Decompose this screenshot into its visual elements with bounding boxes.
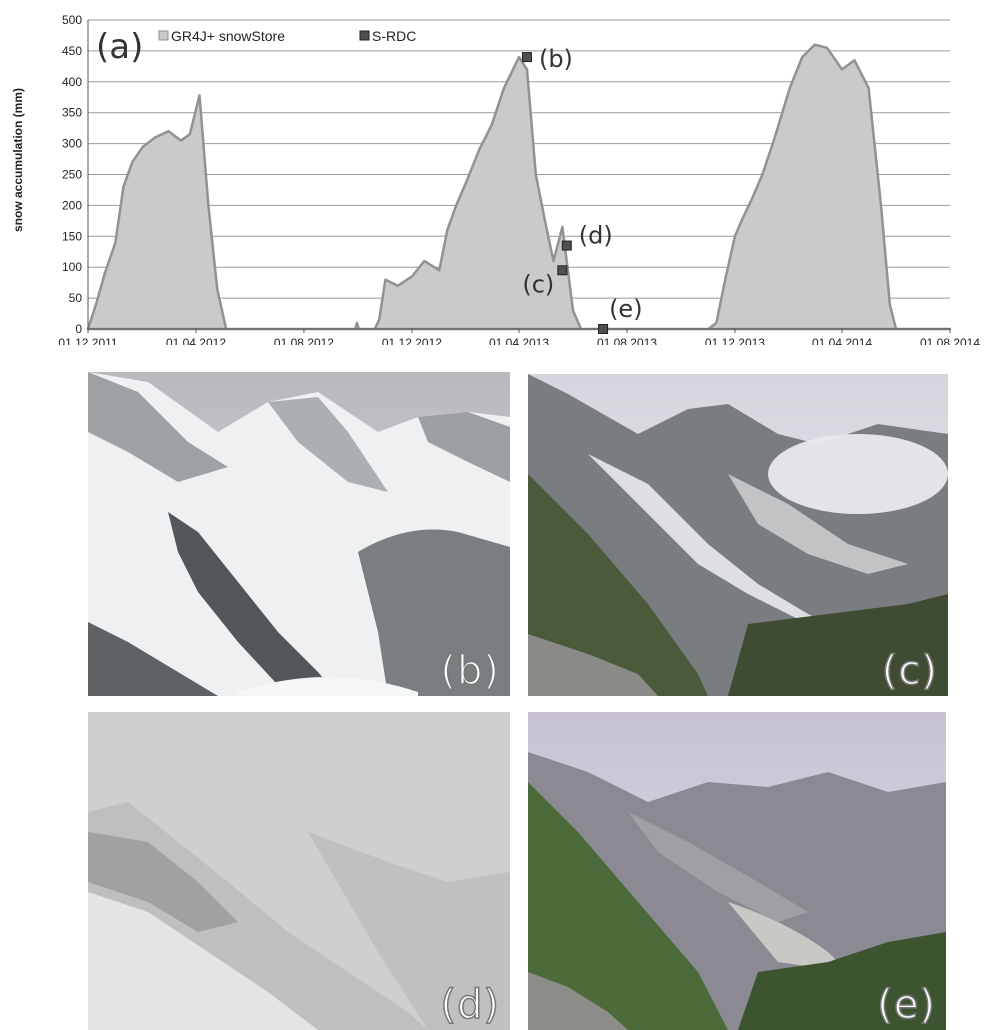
x-tick-label: 01.04.2014 [812,336,872,345]
marker-label: (d) [579,222,613,250]
y-tick-label: 0 [75,322,82,336]
y-tick-label: 450 [62,44,82,58]
srdc-marker [521,52,532,63]
marker-label: (b) [539,45,573,73]
snow-accumulation-chart: 0 50 100 150 200 250 300 350 400 450 500 01.12.2011… [11,13,980,345]
y-tick-label: 400 [62,75,82,89]
legend-swatch-snowstore [158,30,169,41]
x-tick-label: 01.04.2012 [166,336,226,345]
x-tick-label: 01.12.2012 [382,336,442,345]
y-tick-label: 300 [62,137,82,151]
x-tick-label: 01.12.2011 [58,336,117,345]
photo-label: (c) [881,647,938,695]
photo-d-foggy-slope: (d) [88,712,510,1030]
legend-swatch-srdc [359,30,370,41]
x-tick-label: 01.04.2013 [489,336,549,345]
y-axis-label: snow accumulation (mm) [11,88,25,232]
marker-label: (c) [522,270,554,298]
legend-label-snowstore: GR4J+ snowStore [171,28,285,44]
srdc-marker [561,240,572,251]
y-tick-label: 350 [62,106,82,120]
x-tick-label: 01.08.2012 [274,336,334,345]
photo-e-snowfree-valley: (e) [528,712,946,1030]
axes: 0 50 100 150 200 250 300 350 400 450 500 01.12.2011… [58,13,980,345]
photo-label: (e) [876,981,936,1029]
snowstore-area [86,43,952,331]
photo-b-snowy-valley: (b) [88,372,510,696]
photo-label: (d) [440,981,500,1029]
srdc-marker [598,324,609,334]
legend-label-srdc: S-RDC [372,28,416,44]
y-tick-label: 200 [62,198,82,212]
x-tick-label: 01.08.2013 [597,336,657,345]
x-tick-label: 01.12.2013 [705,336,765,345]
y-tick-label: 500 [62,13,82,27]
y-tick-label: 150 [62,229,82,243]
photo-c-melting-valley: (c) [528,374,948,696]
y-tick-label: 50 [69,291,83,305]
x-tick-label: 01.08.2014 [920,336,980,345]
marker-label: (e) [609,295,643,323]
srdc-marker [557,265,568,276]
srdc-markers: (b) (c) (d) (e) [521,45,643,334]
y-tick-label: 250 [62,168,82,182]
panel-label: (a) [96,27,143,67]
y-tick-label: 100 [62,260,82,274]
photo-label: (b) [440,647,500,695]
